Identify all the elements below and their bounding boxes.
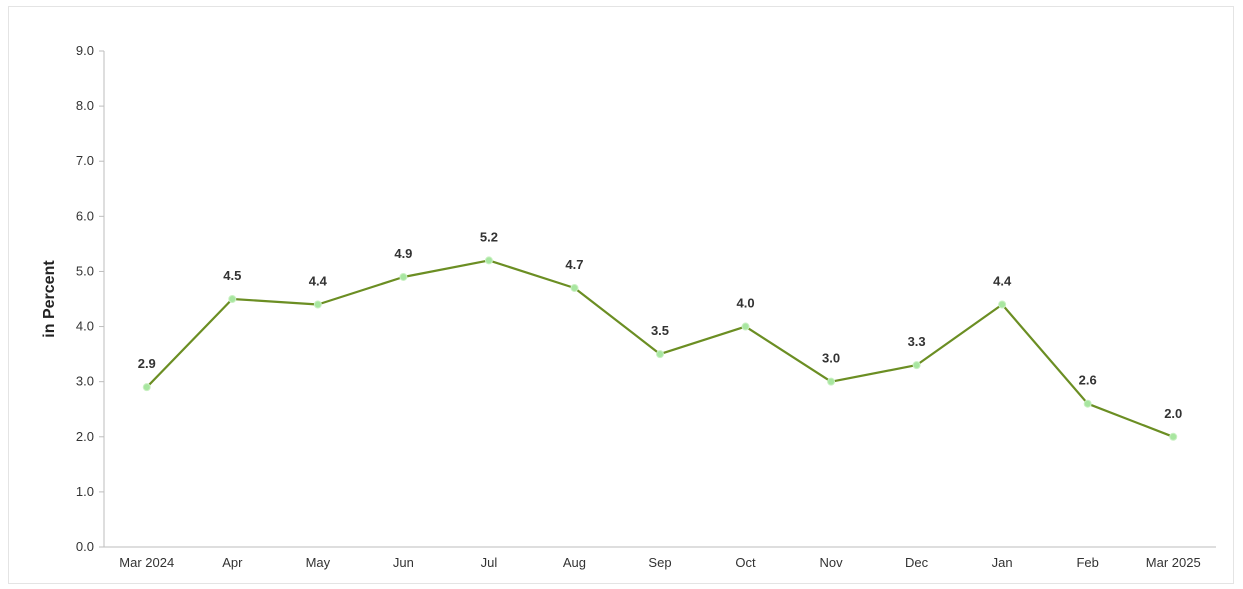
data-label: 3.0 xyxy=(822,351,840,366)
data-label: 4.5 xyxy=(223,268,241,283)
data-label: 4.4 xyxy=(993,274,1012,289)
data-point xyxy=(998,300,1007,309)
y-tick-label: 4.0 xyxy=(76,319,94,334)
x-tick-label: Jun xyxy=(393,555,414,570)
series xyxy=(145,259,1175,438)
data-label: 2.0 xyxy=(1164,406,1182,421)
y-tick-label: 8.0 xyxy=(76,98,94,113)
y-tick-label: 3.0 xyxy=(76,374,94,389)
y-tick-label: 7.0 xyxy=(76,153,94,168)
data-point xyxy=(656,350,664,359)
y-axis-title: in Percent xyxy=(41,260,58,338)
data-point xyxy=(1169,432,1178,441)
x-tick-label: Mar 2024 xyxy=(119,555,174,570)
data-label: 4.0 xyxy=(736,296,754,311)
y-tick-label: 9.0 xyxy=(76,43,94,58)
x-tick-label: May xyxy=(306,555,331,570)
x-tick-label: Oct xyxy=(735,555,756,570)
x-tick-label: Dec xyxy=(905,555,929,570)
data-point xyxy=(827,377,836,386)
x-tick-label: Aug xyxy=(563,555,586,570)
axes xyxy=(103,51,1216,548)
data-label: 2.9 xyxy=(138,356,156,371)
data-labels: 2.9 4.5 4.4 4.9 5.2 4.7 3.5 4.0 3.0 3.3 4.4 2.6 2.0 xyxy=(138,229,1183,420)
y-tick-label: 1.0 xyxy=(76,484,94,499)
data-point xyxy=(741,322,750,331)
y-tick-labels: 0.0 1.0 2.0 3.0 4.0 5.0 6.0 7.0 8.0 9.0 xyxy=(76,43,104,554)
data-point xyxy=(313,300,322,309)
data-label: 5.2 xyxy=(480,229,498,244)
x-tick-label: Apr xyxy=(222,555,243,570)
data-label: 3.5 xyxy=(651,323,669,338)
y-tick-label: 6.0 xyxy=(76,208,94,223)
x-tick-label: Jan xyxy=(992,555,1013,570)
data-point xyxy=(570,283,579,292)
data-label: 2.6 xyxy=(1079,373,1097,388)
x-tick-label: Sep xyxy=(648,555,671,570)
data-label: 3.3 xyxy=(908,334,926,349)
x-tick-label: Feb xyxy=(1076,555,1098,570)
data-point xyxy=(142,383,151,392)
data-point xyxy=(228,295,237,303)
data-point xyxy=(484,256,493,265)
x-tick-label: Mar 2025 xyxy=(1146,555,1201,570)
x-tick-label: Jul xyxy=(481,555,498,570)
data-point xyxy=(1083,399,1092,408)
series-line xyxy=(145,259,1175,438)
y-tick-label: 0.0 xyxy=(76,539,94,554)
x-tick-labels: Mar 2024 Apr May Jun Jul Aug Sep Oct Nov Dec Jan Fe… xyxy=(119,555,1200,570)
data-point xyxy=(399,272,408,281)
data-point xyxy=(912,361,921,370)
y-tick-label: 2.0 xyxy=(76,429,94,444)
data-label: 4.9 xyxy=(394,246,412,261)
y-tick-label: 5.0 xyxy=(76,263,94,278)
x-tick-label: Nov xyxy=(820,555,844,570)
data-label: 4.7 xyxy=(565,257,583,272)
data-label: 4.4 xyxy=(309,274,328,289)
markers xyxy=(142,256,1178,441)
chart-frame xyxy=(8,6,1234,584)
